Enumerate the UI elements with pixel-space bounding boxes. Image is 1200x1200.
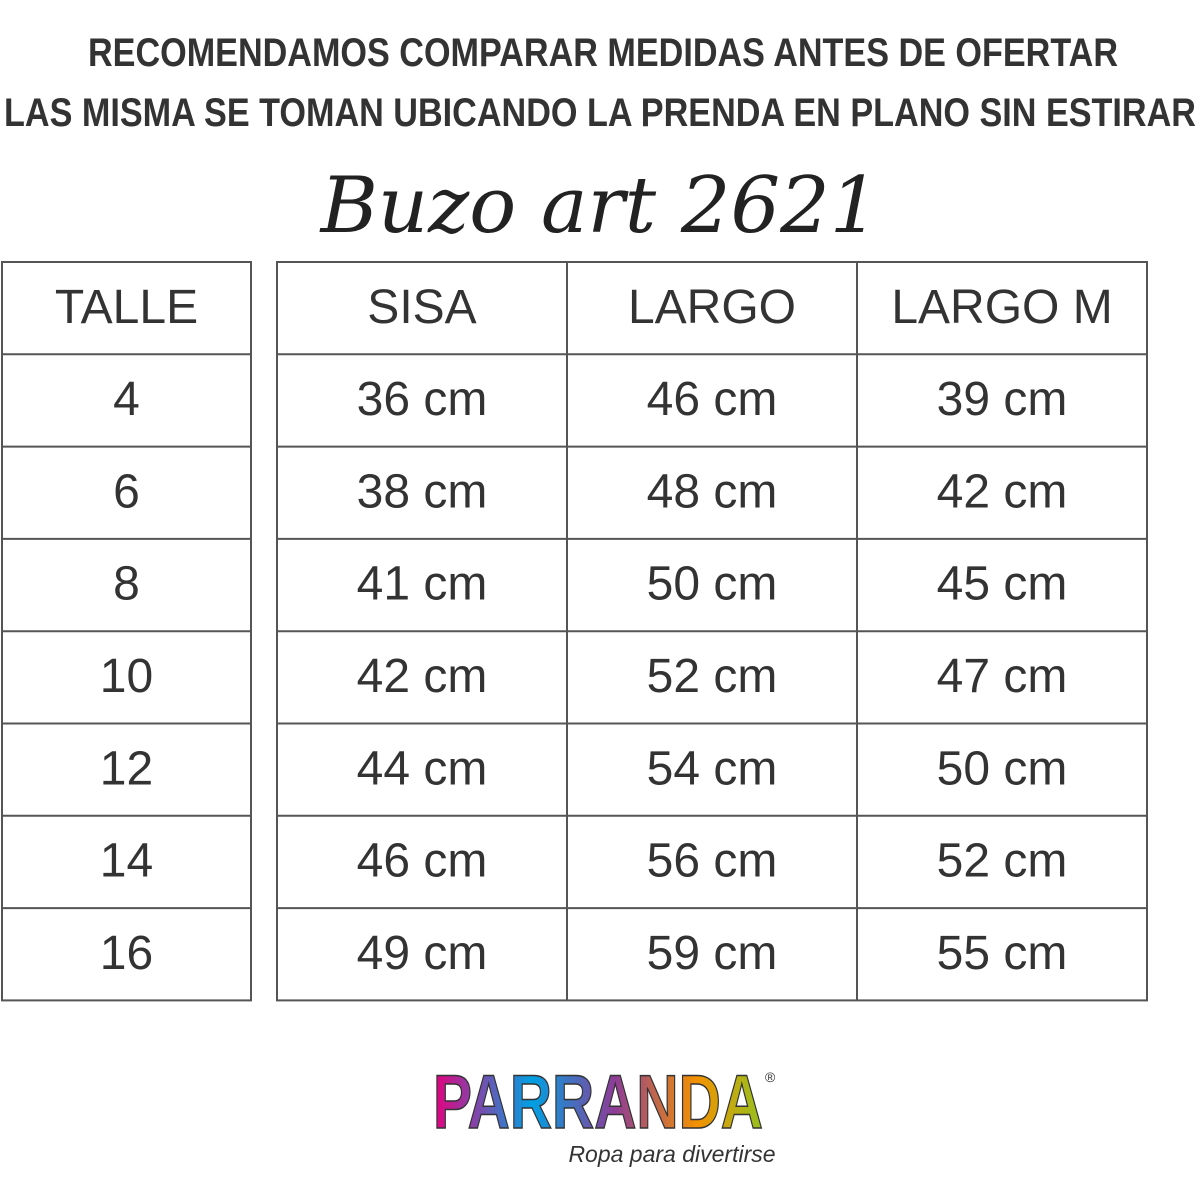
measure-cell: 54 cm <box>647 742 778 795</box>
title: Buzo art 2621 <box>319 161 880 251</box>
logo-tagline: Ropa para divertirse <box>568 1141 775 1167</box>
measure-cell: 59 cm <box>647 927 778 980</box>
measure-cell: 44 cm <box>357 742 488 795</box>
logo-mark: ® <box>765 1069 776 1085</box>
measure-cell: 39 cm <box>937 373 1068 426</box>
notice-line: LAS MISMA SE TOMAN UBICANDO LA PRENDA EN… <box>4 91 1196 135</box>
column-header: SISA <box>367 281 476 334</box>
column-header: LARGO M <box>891 281 1112 334</box>
column-header: LARGO <box>628 281 796 334</box>
measure-cell: 42 cm <box>937 465 1068 518</box>
size-cell: 6 <box>113 465 140 518</box>
measure-cell: 42 cm <box>357 650 488 703</box>
measure-cell: 50 cm <box>647 558 778 611</box>
size-cell: 4 <box>113 373 140 426</box>
size-cell: 16 <box>100 927 153 980</box>
measure-cell: 52 cm <box>647 650 778 703</box>
measure-cell: 47 cm <box>937 650 1068 703</box>
measure-cell: 50 cm <box>937 742 1068 795</box>
tables: TALLE 4 6 8 10 12 14 16 SISA LARGO LARGO M 36 cm 46 … <box>1 261 1148 1002</box>
logo-brand: PARRANDA <box>433 1060 763 1145</box>
measure-cell: 46 cm <box>647 373 778 426</box>
measure-cell: 45 cm <box>937 558 1068 611</box>
measure-cell: 55 cm <box>937 927 1068 980</box>
column-header: TALLE <box>55 281 198 334</box>
measure-cell: 36 cm <box>357 373 488 426</box>
size-cell: 12 <box>100 742 153 795</box>
measure-cell: 49 cm <box>357 927 488 980</box>
measure-cell: 41 cm <box>357 558 488 611</box>
notice-line: RECOMENDAMOS COMPARAR MEDIDAS ANTES DE O… <box>88 31 1118 75</box>
size-cell: 10 <box>100 650 153 703</box>
measure-cell: 38 cm <box>357 465 488 518</box>
measure-cell: 46 cm <box>357 835 488 888</box>
size-cell: 14 <box>100 835 153 888</box>
measure-cell: 56 cm <box>647 835 778 888</box>
size-cell: 8 <box>113 558 140 611</box>
measure-cell: 52 cm <box>937 835 1068 888</box>
measure-cell: 48 cm <box>647 465 778 518</box>
